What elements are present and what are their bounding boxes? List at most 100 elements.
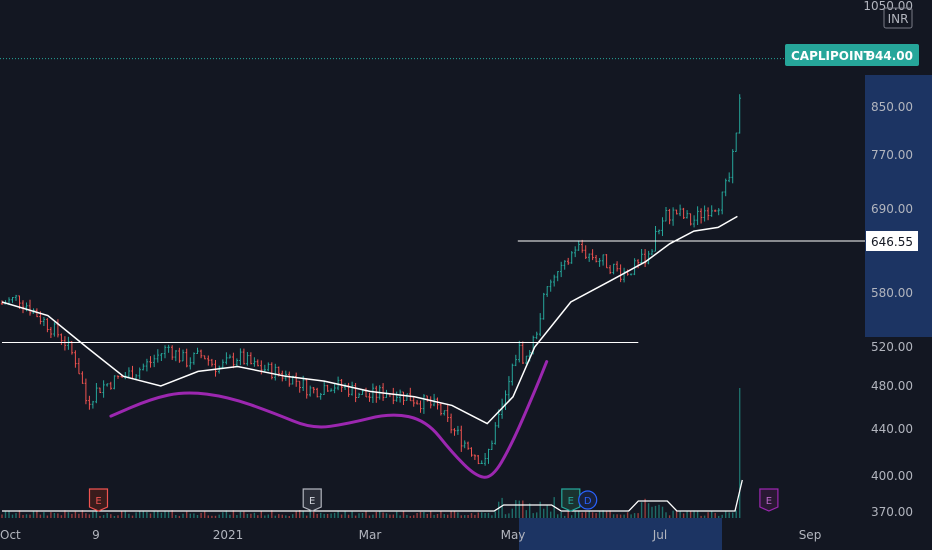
event-marker-dividend-blue[interactable]: D bbox=[578, 490, 598, 510]
volume-bar bbox=[399, 515, 401, 518]
volume-bars bbox=[1, 388, 743, 518]
volume-bar bbox=[74, 511, 77, 518]
volume-bar bbox=[536, 512, 538, 518]
volume-bar bbox=[67, 512, 70, 518]
volume-bar bbox=[135, 512, 137, 518]
volume-bar bbox=[333, 512, 336, 518]
volume-bar bbox=[264, 515, 266, 518]
volume-bar bbox=[406, 514, 408, 518]
volume-bar bbox=[267, 514, 269, 518]
volume-bar bbox=[142, 510, 144, 518]
volume-bar bbox=[11, 514, 14, 518]
volume-bar bbox=[186, 511, 188, 518]
price-axis-highlight bbox=[865, 75, 932, 337]
volume-ma-line bbox=[2, 479, 743, 512]
event-marker-earnings-red[interactable]: E bbox=[88, 488, 109, 512]
volume-bar bbox=[619, 514, 622, 518]
volume-bar bbox=[39, 514, 42, 518]
volume-bar bbox=[50, 512, 52, 518]
volume-bar bbox=[396, 511, 398, 518]
volume-bar bbox=[630, 514, 632, 518]
volume-bar bbox=[326, 514, 329, 518]
volume-bar bbox=[392, 514, 394, 518]
volume-bar bbox=[171, 510, 173, 518]
volume-bar bbox=[246, 514, 249, 518]
event-marker-earnings-purple[interactable]: E bbox=[759, 488, 779, 512]
y-tick-label: 520.00 bbox=[871, 340, 913, 354]
volume-bar bbox=[71, 513, 73, 518]
event-label: D bbox=[584, 496, 592, 507]
volume-bar bbox=[253, 512, 256, 518]
volume-bar bbox=[95, 511, 98, 518]
volume-bar bbox=[157, 511, 159, 518]
volume-bar bbox=[43, 512, 45, 518]
volume-bar bbox=[295, 510, 297, 518]
volume-bar bbox=[623, 514, 625, 518]
volume-bar bbox=[644, 498, 646, 518]
volume-bar bbox=[271, 510, 273, 518]
event-marker-earnings-gray[interactable]: E bbox=[302, 488, 322, 512]
x-tick-label: 9 bbox=[92, 528, 100, 542]
volume-bar bbox=[470, 513, 473, 518]
volume-bar bbox=[225, 510, 228, 518]
volume-bar bbox=[605, 511, 608, 518]
volume-bar bbox=[467, 515, 469, 518]
volume-bar bbox=[714, 512, 716, 518]
volume-bar bbox=[379, 511, 381, 518]
volume-bar bbox=[113, 516, 116, 518]
volume-bar bbox=[330, 513, 332, 518]
volume-bar bbox=[309, 510, 311, 518]
volume-bar bbox=[389, 514, 391, 518]
volume-bar bbox=[8, 511, 10, 518]
volume-bar bbox=[557, 514, 559, 518]
volume-bar bbox=[668, 515, 671, 518]
price-axis[interactable]: 1050.00 850.00 770.00 690.00 580.00 520.00 480… bbox=[863, 0, 913, 519]
volume-bar bbox=[453, 511, 456, 518]
event-marker-earnings-teal[interactable]: E bbox=[561, 488, 581, 512]
volume-bar bbox=[481, 512, 483, 518]
volume-bar bbox=[585, 511, 587, 518]
cup-pattern-curve[interactable] bbox=[109, 360, 549, 479]
volume-bar bbox=[591, 512, 594, 518]
volume-bar bbox=[149, 513, 152, 518]
volume-bar bbox=[581, 512, 583, 518]
volume-bar bbox=[18, 510, 21, 518]
volume-bar bbox=[640, 502, 643, 518]
volume-bar bbox=[81, 510, 84, 518]
volume-bar bbox=[654, 505, 657, 518]
event-label: E bbox=[766, 496, 772, 507]
volume-bar bbox=[440, 510, 442, 518]
volume-bar bbox=[633, 513, 636, 518]
y-tick-label: 580.00 bbox=[871, 286, 913, 300]
volume-bar bbox=[354, 515, 357, 518]
volume-bar bbox=[106, 513, 108, 518]
volume-bar bbox=[92, 511, 94, 518]
volume-bar bbox=[57, 513, 59, 518]
currency-badge[interactable]: INR bbox=[883, 7, 913, 29]
volume-bar bbox=[419, 511, 422, 518]
volume-bar bbox=[560, 511, 562, 518]
time-axis[interactable]: Oct 9 2021 Mar May Jul Sep bbox=[0, 528, 821, 542]
volume-bar bbox=[211, 515, 213, 518]
volume-bar bbox=[372, 514, 374, 518]
y-tick-label: 850.00 bbox=[871, 100, 913, 114]
volume-bar bbox=[243, 511, 245, 518]
x-tick-label: 2021 bbox=[213, 528, 244, 542]
volume-bar bbox=[696, 511, 699, 518]
y-tick-label: 400.00 bbox=[871, 469, 913, 483]
volume-bar bbox=[15, 513, 17, 518]
volume-bar bbox=[423, 512, 425, 518]
volume-bar bbox=[616, 514, 618, 518]
volume-bar bbox=[46, 515, 49, 518]
volume-bar bbox=[25, 514, 28, 518]
volume-bar bbox=[175, 515, 177, 518]
volume-bar bbox=[484, 513, 486, 518]
volume-bar bbox=[78, 513, 80, 518]
y-tick-label: 370.00 bbox=[871, 505, 913, 519]
event-label: E bbox=[568, 496, 574, 507]
volume-bar bbox=[511, 508, 513, 518]
volume-bar bbox=[196, 515, 199, 518]
y-tick-label: 770.00 bbox=[871, 148, 913, 162]
